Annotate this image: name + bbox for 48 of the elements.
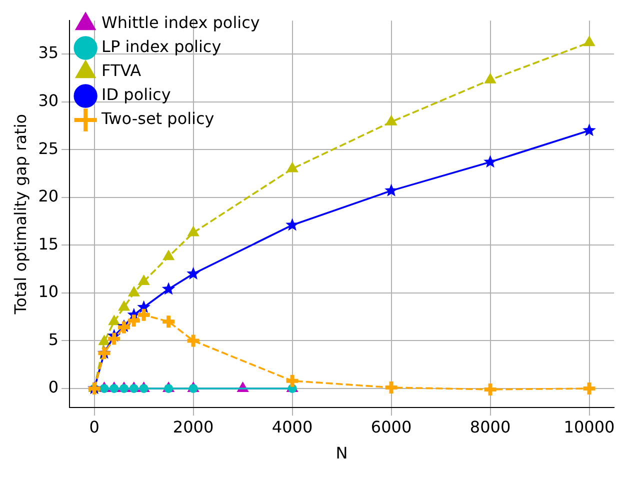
point — [286, 218, 299, 231]
point — [186, 266, 200, 280]
x-tick-label: 2000 — [172, 417, 214, 436]
point — [188, 226, 199, 236]
point — [108, 315, 120, 326]
point — [284, 372, 300, 389]
x-axis-title: N — [336, 444, 348, 463]
point — [100, 384, 109, 393]
point — [120, 384, 129, 393]
point — [126, 312, 142, 329]
y-tick-label: 30 — [38, 90, 59, 110]
point — [138, 274, 150, 285]
legend-label: Whittle index policy — [102, 13, 260, 32]
x-tick-label: 8000 — [470, 417, 511, 436]
point — [160, 314, 177, 330]
point — [136, 306, 152, 323]
point — [384, 184, 398, 196]
point — [162, 282, 176, 295]
x-tick-label: 0 — [89, 417, 100, 436]
y-tick-label: 20 — [38, 186, 59, 206]
point — [584, 36, 595, 46]
point — [164, 384, 174, 393]
point — [162, 250, 174, 260]
legend-label: ID policy — [102, 85, 171, 104]
point — [98, 335, 110, 346]
point — [106, 330, 122, 347]
y-tick-label: 10 — [38, 282, 59, 302]
point — [582, 123, 596, 136]
point — [118, 300, 130, 311]
y-tick-label: 25 — [38, 138, 59, 158]
point — [286, 162, 298, 172]
y-tick-label: 35 — [38, 43, 59, 62]
point — [185, 332, 202, 349]
x-tick-label: 10000 — [564, 417, 615, 436]
y-axis-title: Total optimality gap ratio — [10, 114, 30, 316]
point — [386, 115, 397, 126]
x-tick-label: 6000 — [370, 417, 412, 436]
y-tick-label: 15 — [38, 234, 59, 254]
point — [484, 73, 496, 84]
point — [128, 286, 140, 296]
point — [188, 384, 198, 393]
point — [484, 155, 497, 168]
y-tick-label: 5 — [48, 330, 59, 349]
y-tick-label: 0 — [48, 378, 59, 397]
x-tick-label: 4000 — [272, 417, 313, 436]
legend-label: FTVA — [102, 61, 142, 80]
legend-label: Two-set policy — [100, 109, 214, 128]
legend-label: LP index policy — [102, 37, 222, 56]
